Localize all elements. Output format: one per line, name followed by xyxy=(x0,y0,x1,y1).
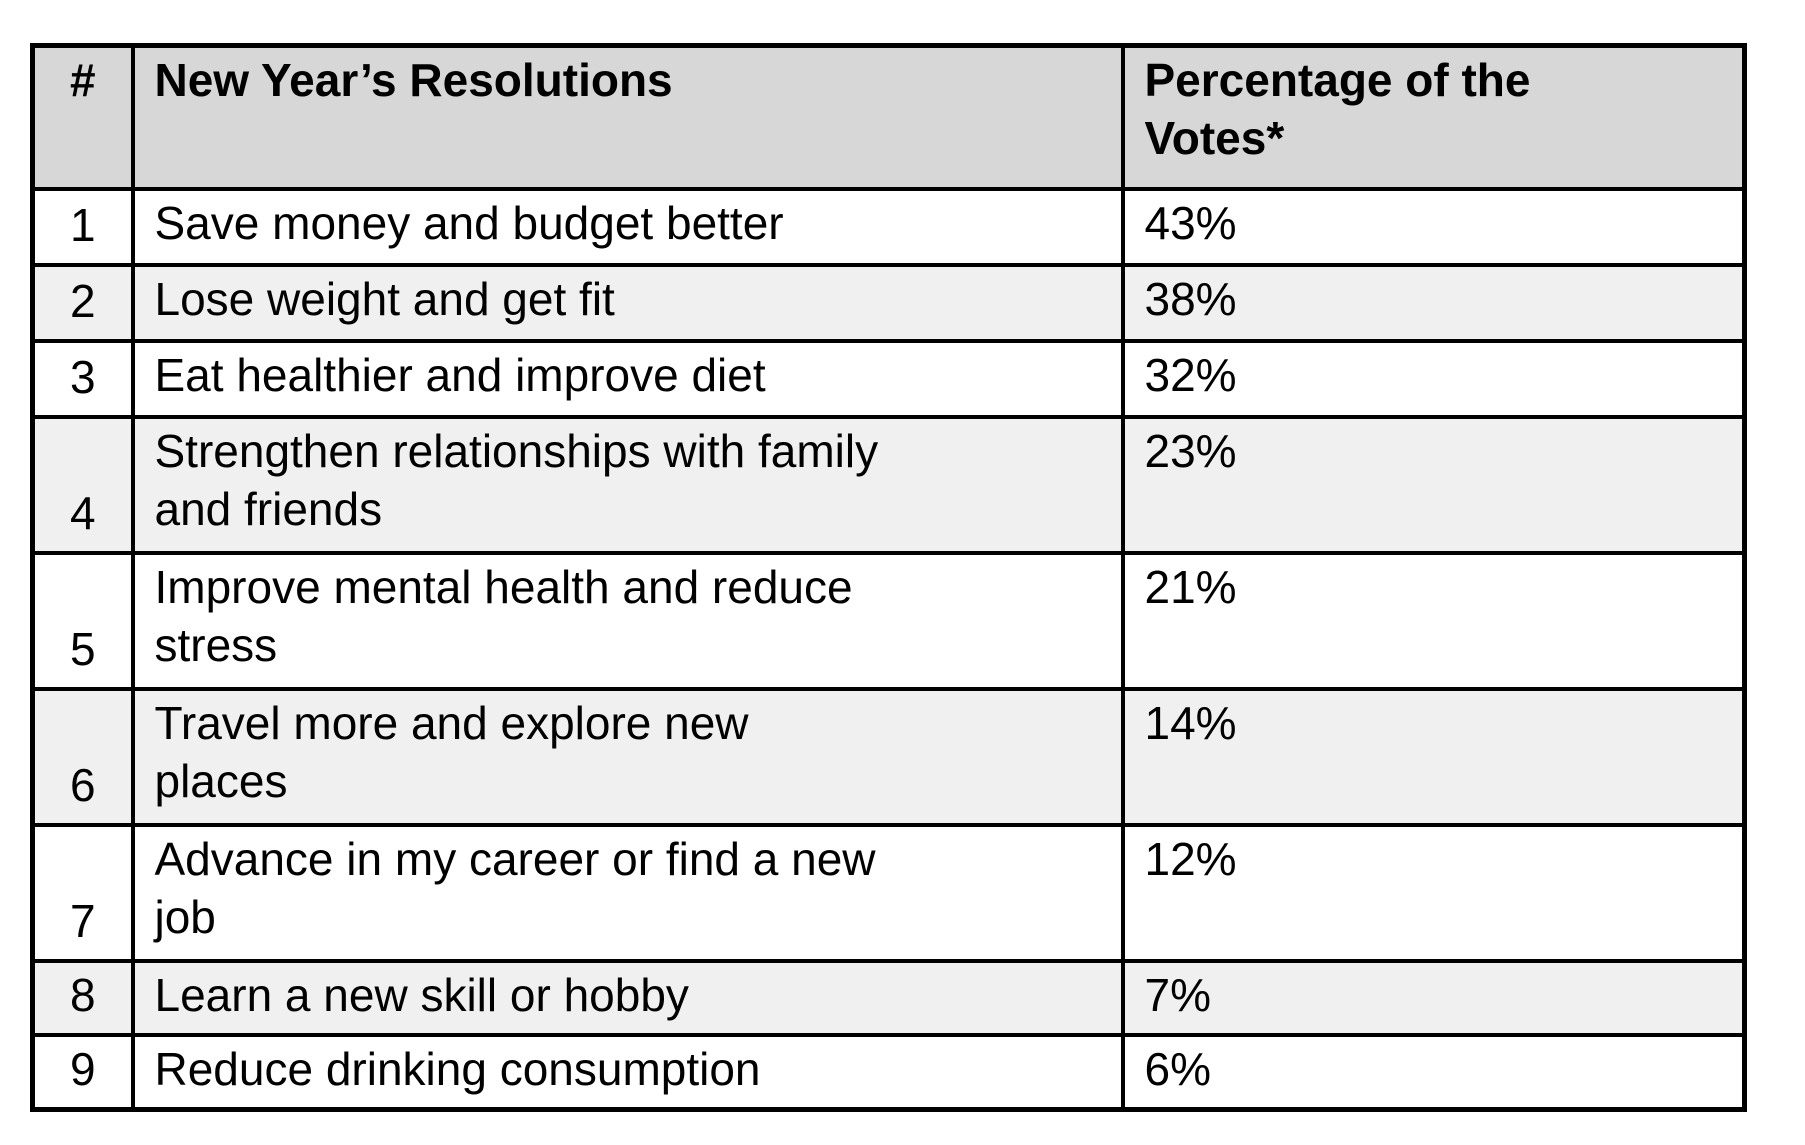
cell-resolution: Strengthen relationships with family and… xyxy=(130,414,1125,555)
cell-number: 5 xyxy=(30,550,135,691)
cell-percentage: 32% xyxy=(1120,338,1747,419)
cell-resolution: Travel more and explore new places xyxy=(130,686,1125,827)
table-row: 1 Save money and budget better 43% xyxy=(30,186,1747,267)
header-row: # New Year’s Resolutions Percentage of t… xyxy=(30,43,1747,191)
cell-number: 6 xyxy=(30,686,135,827)
cell-number: 7 xyxy=(30,822,135,963)
column-header-number: # xyxy=(30,43,135,191)
cell-percentage: 6% xyxy=(1120,1032,1747,1111)
table-row: 8 Learn a new skill or hobby 7% xyxy=(30,958,1747,1037)
cell-number: 1 xyxy=(30,186,135,267)
cell-number: 8 xyxy=(30,958,135,1037)
cell-resolution: Save money and budget better xyxy=(130,186,1125,267)
resolutions-table-container: # New Year’s Resolutions Percentage of t… xyxy=(30,43,1747,1112)
cell-number: 9 xyxy=(30,1032,135,1111)
cell-resolution: Learn a new skill or hobby xyxy=(130,958,1125,1037)
cell-percentage: 7% xyxy=(1120,958,1747,1037)
table-header: # New Year’s Resolutions Percentage of t… xyxy=(30,43,1747,191)
cell-number: 4 xyxy=(30,414,135,555)
cell-number: 3 xyxy=(30,338,135,419)
resolutions-table: # New Year’s Resolutions Percentage of t… xyxy=(30,43,1747,1112)
table-row: 3 Eat healthier and improve diet 32% xyxy=(30,338,1747,419)
cell-number: 2 xyxy=(30,262,135,343)
cell-resolution: Eat healthier and improve diet xyxy=(130,338,1125,419)
cell-percentage: 14% xyxy=(1120,686,1747,827)
table-row: 2 Lose weight and get fit 38% xyxy=(30,262,1747,343)
table-body: 1 Save money and budget better 43% 2 Los… xyxy=(30,186,1747,1111)
cell-percentage: 12% xyxy=(1120,822,1747,963)
cell-percentage: 23% xyxy=(1120,414,1747,555)
table-row: 6 Travel more and explore new places 14% xyxy=(30,686,1747,827)
table-row: 7 Advance in my career or find a new job… xyxy=(30,822,1747,963)
table-row: 4 Strengthen relationships with family a… xyxy=(30,414,1747,555)
table-row: 9 Reduce drinking consumption 6% xyxy=(30,1032,1747,1111)
column-header-resolutions: New Year’s Resolutions xyxy=(130,43,1125,191)
cell-resolution: Improve mental health and reduce stress xyxy=(130,550,1125,691)
cell-resolution: Reduce drinking consumption xyxy=(130,1032,1125,1111)
column-header-percentage: Percentage of the Votes* xyxy=(1120,43,1747,191)
cell-percentage: 38% xyxy=(1120,262,1747,343)
table-row: 5 Improve mental health and reduce stres… xyxy=(30,550,1747,691)
cell-percentage: 43% xyxy=(1120,186,1747,267)
cell-resolution: Lose weight and get fit xyxy=(130,262,1125,343)
cell-resolution: Advance in my career or find a new job xyxy=(130,822,1125,963)
cell-percentage: 21% xyxy=(1120,550,1747,691)
